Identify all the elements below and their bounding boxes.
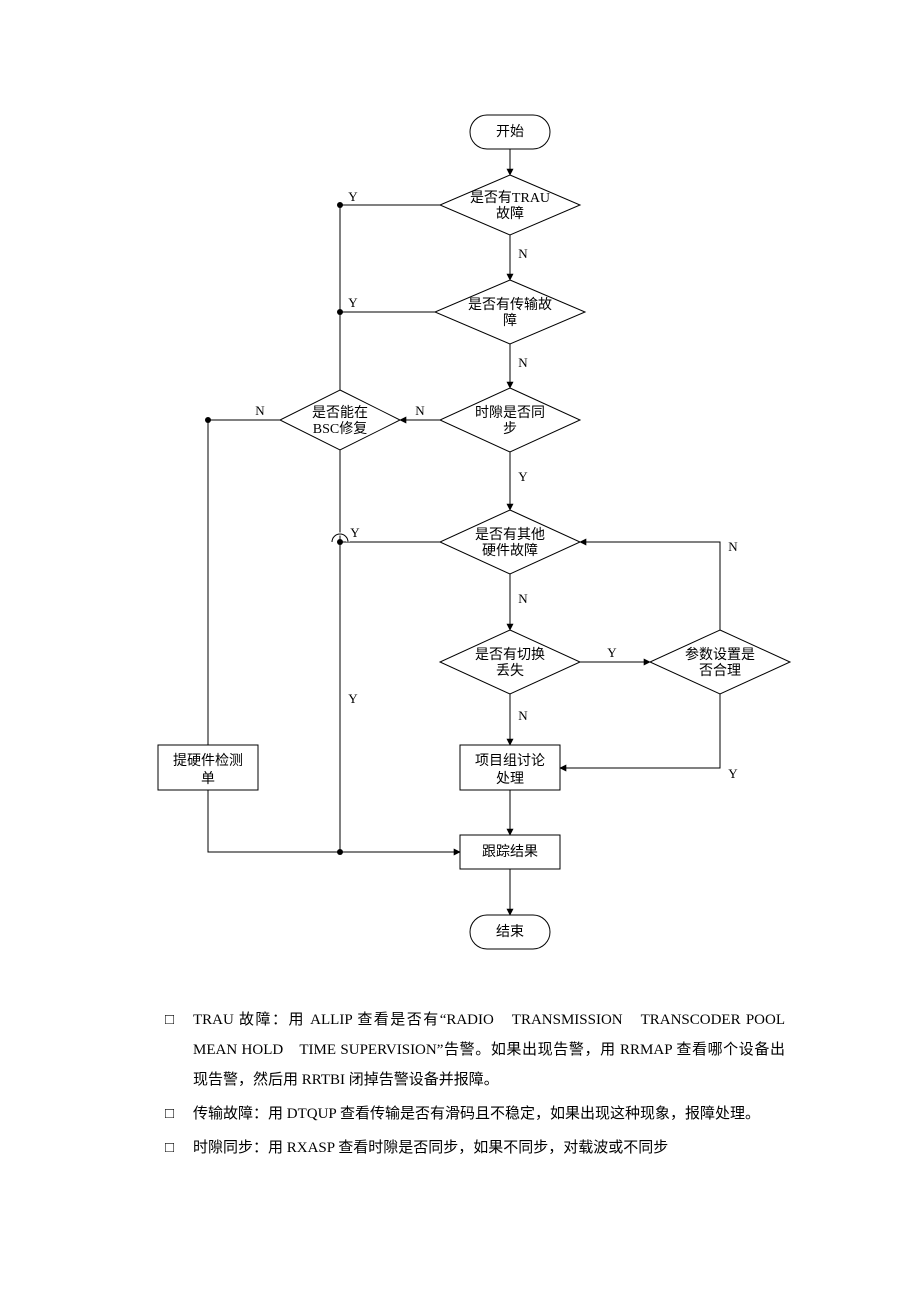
lbl-hw-n: N [518, 591, 528, 606]
p-ticket-l2: 单 [201, 771, 215, 787]
bullet-marker-icon: □ [165, 1099, 193, 1129]
bullet-1: □ TRAU 故障：用 ALLIP 查看是否有“RADIO TRANSMISSI… [165, 1005, 785, 1095]
dot-bsc-n [205, 417, 211, 423]
d-bsc-l1: 是否能在 [312, 405, 368, 421]
lbl-trau-y: Y [348, 189, 358, 204]
edge-bsc-n [208, 420, 280, 745]
node-p-disc: 项目组讨论 处理 [460, 745, 560, 790]
p-disc-l1: 项目组讨论 [475, 753, 545, 769]
flowchart-svg: 开始 是否有TRAU 故障 是否有传输故 障 时隙是否同 步 是否能在 BSC修… [0, 0, 920, 980]
edge-param-n [580, 542, 720, 630]
d-bsc-l2: BSC修复 [313, 420, 367, 437]
node-d-sync: 时隙是否同 步 [440, 388, 580, 452]
edge-param-y [560, 694, 720, 768]
node-p-track: 跟踪结果 [460, 835, 560, 869]
bullet-1-text: TRAU 故障：用 ALLIP 查看是否有“RADIO TRANSMISSION… [193, 1005, 785, 1095]
dot-hw-y [337, 539, 343, 545]
bullet-3: □ 时隙同步：用 RXASP 查看时隙是否同步，如果不同步，对载波或不同步 [165, 1133, 785, 1163]
node-p-ticket: 提硬件检测 单 [158, 745, 258, 790]
bullet-marker-icon: □ [165, 1005, 193, 1095]
node-d-bsc: 是否能在 BSC修复 [280, 390, 400, 450]
lbl-param-y: Y [728, 766, 738, 781]
edge-ticket-bus [208, 790, 340, 852]
node-d-ho: 是否有切换 丢失 [440, 630, 580, 694]
d-hw-l2: 硬件故障 [482, 543, 538, 559]
node-d-trans: 是否有传输故 障 [435, 280, 585, 344]
lbl-bsc-n: N [255, 403, 265, 418]
lbl-trans-n: N [518, 355, 528, 370]
node-end: 结束 [470, 915, 550, 949]
d-hw-l1: 是否有其他 [475, 527, 545, 543]
bullet-2-text: 传输故障：用 DTQUP 查看传输是否有滑码且不稳定，如果出现这种现象，报障处理… [193, 1099, 785, 1129]
p-track-label: 跟踪结果 [482, 844, 538, 860]
bullet-3-text: 时隙同步：用 RXASP 查看时隙是否同步，如果不同步，对载波或不同步 [193, 1133, 785, 1163]
d-param-l1: 参数设置是 [685, 646, 755, 663]
lbl-bsc-y: Y [348, 691, 358, 706]
bullet-marker-icon: □ [165, 1133, 193, 1163]
bullets-block: □ TRAU 故障：用 ALLIP 查看是否有“RADIO TRANSMISSI… [165, 1005, 785, 1167]
d-trau-l2: 故障 [496, 206, 524, 222]
lbl-sync-n: N [415, 403, 425, 418]
node-start: 开始 [470, 115, 550, 149]
lbl-ho-y: Y [607, 645, 617, 660]
node-d-hw: 是否有其他 硬件故障 [440, 510, 580, 574]
d-sync-l2: 步 [503, 421, 517, 437]
end-label: 结束 [496, 924, 524, 940]
node-d-trau: 是否有TRAU 故障 [440, 175, 580, 235]
dot-trans-y [337, 309, 343, 315]
lbl-hw-y: Y [350, 525, 360, 540]
d-param-l2: 否合理 [699, 663, 741, 679]
start-label: 开始 [496, 124, 524, 140]
d-ho-l1: 是否有切换 [475, 646, 545, 663]
p-disc-l2: 处理 [496, 771, 524, 787]
d-trans-l2: 障 [503, 313, 517, 329]
dot-trau-y [337, 202, 343, 208]
d-trau-l1: 是否有TRAU [470, 190, 550, 206]
lbl-sync-y: Y [518, 469, 528, 484]
d-sync-l1: 时隙是否同 [475, 405, 545, 421]
page: 开始 是否有TRAU 故障 是否有传输故 障 时隙是否同 步 是否能在 BSC修… [0, 0, 920, 1302]
lbl-trans-y: Y [348, 295, 358, 310]
d-ho-l2: 丢失 [496, 663, 524, 679]
lbl-ho-n: N [518, 708, 528, 723]
bullet-2: □ 传输故障：用 DTQUP 查看传输是否有滑码且不稳定，如果出现这种现象，报障… [165, 1099, 785, 1129]
p-ticket-l1: 提硬件检测 [173, 753, 243, 769]
d-trans-l1: 是否有传输故 [468, 297, 552, 313]
lbl-trau-n: N [518, 246, 528, 261]
node-d-param: 参数设置是 否合理 [650, 630, 790, 694]
lbl-param-n: N [728, 539, 738, 554]
